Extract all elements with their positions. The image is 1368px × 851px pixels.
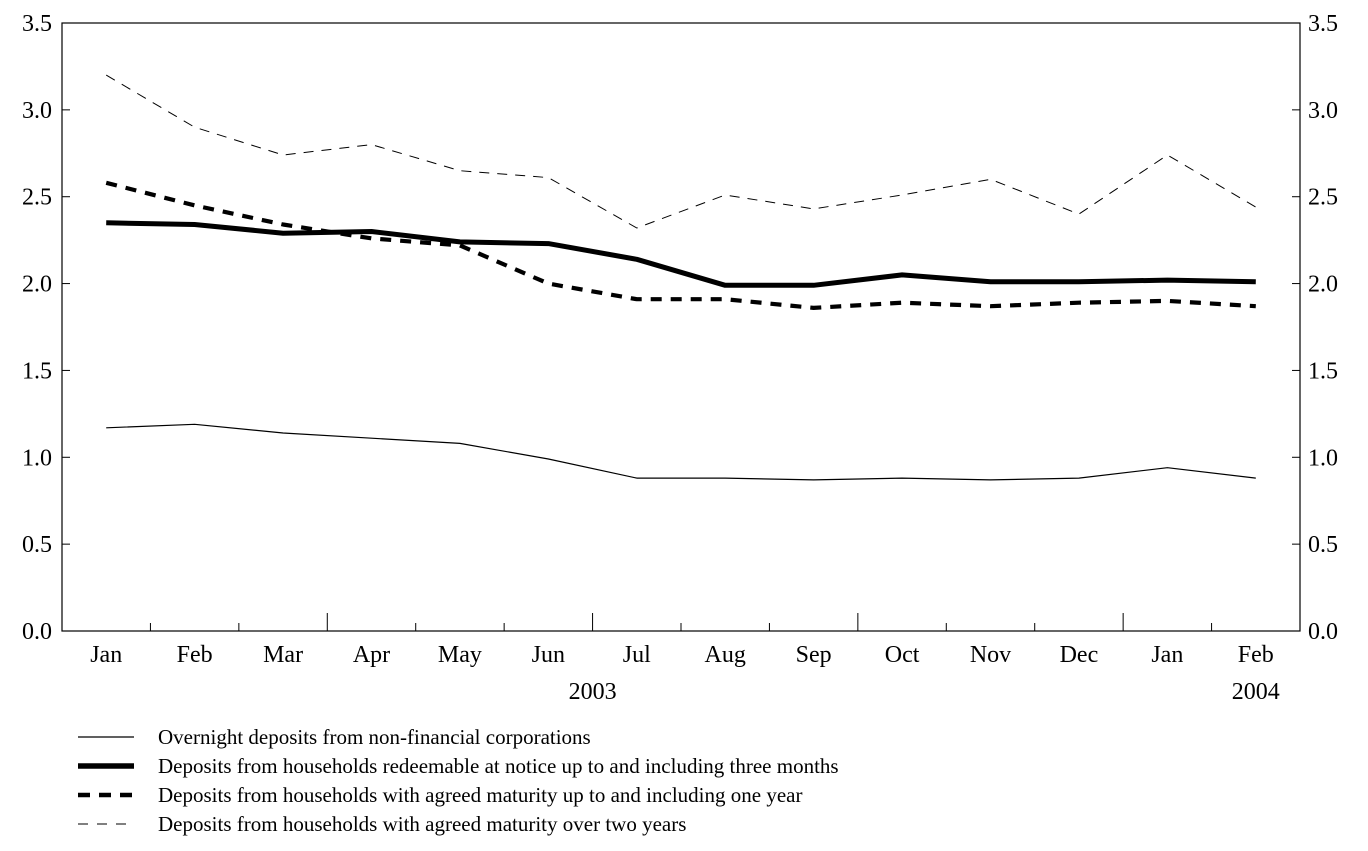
right-y-tick-label: 1.0 (1308, 445, 1338, 471)
series-lines (105, 74, 1257, 481)
legend: Overnight deposits from non-financial co… (78, 722, 1178, 838)
left-y-axis-ticks: 0.0 0.5 1.0 1.5 2.0 2.5 3.0 3.5 (22, 11, 70, 645)
plot-frame (61, 22, 1301, 632)
x-tick-label: Jan (90, 642, 122, 668)
left-y-tick-label: 3.0 (22, 98, 52, 124)
series-line-2 (106, 220, 1256, 288)
x-tick-label: May (438, 642, 482, 668)
legend-item-maturity-two-years: Deposits from households with agreed mat… (78, 809, 1178, 838)
right-y-tick-label: 2.0 (1308, 272, 1338, 298)
legend-item-maturity-one-year: Deposits from households with agreed mat… (78, 780, 1178, 809)
left-y-tick-label: 1.5 (22, 358, 52, 384)
left-y-tick-label: 0.0 (22, 619, 52, 645)
x-year-label: 2003 (569, 679, 617, 705)
legend-label-overnight: Overnight deposits from non-financial co… (158, 724, 591, 749)
x-tick-label: Jul (623, 642, 651, 668)
x-tick-label: Mar (263, 642, 303, 668)
x-tick-label: Oct (885, 642, 920, 668)
left-y-tick-label: 1.0 (22, 445, 52, 471)
series-line-3 (105, 180, 1256, 310)
right-y-tick-label: 0.5 (1308, 532, 1338, 558)
x-tick-label: Jan (1151, 642, 1183, 668)
x-tick-label: Feb (177, 642, 213, 668)
series-line-4 (105, 74, 1257, 229)
legend-item-overnight: Overnight deposits from non-financial co… (78, 722, 1178, 751)
left-y-tick-label: 2.0 (22, 272, 52, 298)
chart-axes (61, 22, 1301, 632)
legend-key-thick-dashed (78, 792, 134, 797)
legend-label-maturity-one-year: Deposits from households with agreed mat… (158, 782, 803, 807)
x-year-label: 2004 (1232, 679, 1280, 705)
series-line-1 (106, 423, 1256, 481)
legend-label-maturity-two-years: Deposits from households with agreed mat… (158, 811, 687, 836)
left-y-tick-label: 3.5 (22, 11, 52, 37)
right-y-tick-label: 2.5 (1308, 185, 1338, 211)
right-y-axis-ticks: 0.0 0.5 1.0 1.5 2.0 2.5 3.0 3.5 (1292, 11, 1338, 645)
legend-item-notice-three-months: Deposits from households redeemable at n… (78, 751, 1178, 780)
x-tick-label: Nov (970, 642, 1011, 668)
x-tick-label: Jun (532, 642, 565, 668)
x-tick-label: Dec (1060, 642, 1099, 668)
x-tick-label: Apr (353, 642, 390, 668)
legend-key-thin-solid (78, 735, 134, 738)
x-tick-label: Aug (705, 642, 746, 668)
x-axis-ticks: Jan Feb Mar Apr May Jun Jul Aug Sep Oct Nov Dec Jan F… (61, 613, 1301, 705)
x-tick-label: Feb (1238, 642, 1274, 668)
left-y-tick-label: 0.5 (22, 532, 52, 558)
legend-key-thin-dashed (78, 822, 134, 825)
x-tick-label: Sep (796, 642, 832, 668)
right-y-tick-label: 3.5 (1308, 11, 1338, 37)
left-y-tick-label: 2.5 (22, 185, 52, 211)
right-y-tick-label: 0.0 (1308, 619, 1338, 645)
legend-label-notice-three-months: Deposits from households redeemable at n… (158, 753, 839, 778)
line-chart: 0.0 0.5 1.0 1.5 2.0 2.5 3.0 3.5 0.0 0.5 1.0 1.5 2.0… (22, 11, 1338, 705)
right-y-tick-label: 3.0 (1308, 98, 1338, 124)
right-y-tick-label: 1.5 (1308, 358, 1338, 384)
legend-key-thick-solid (78, 762, 134, 769)
